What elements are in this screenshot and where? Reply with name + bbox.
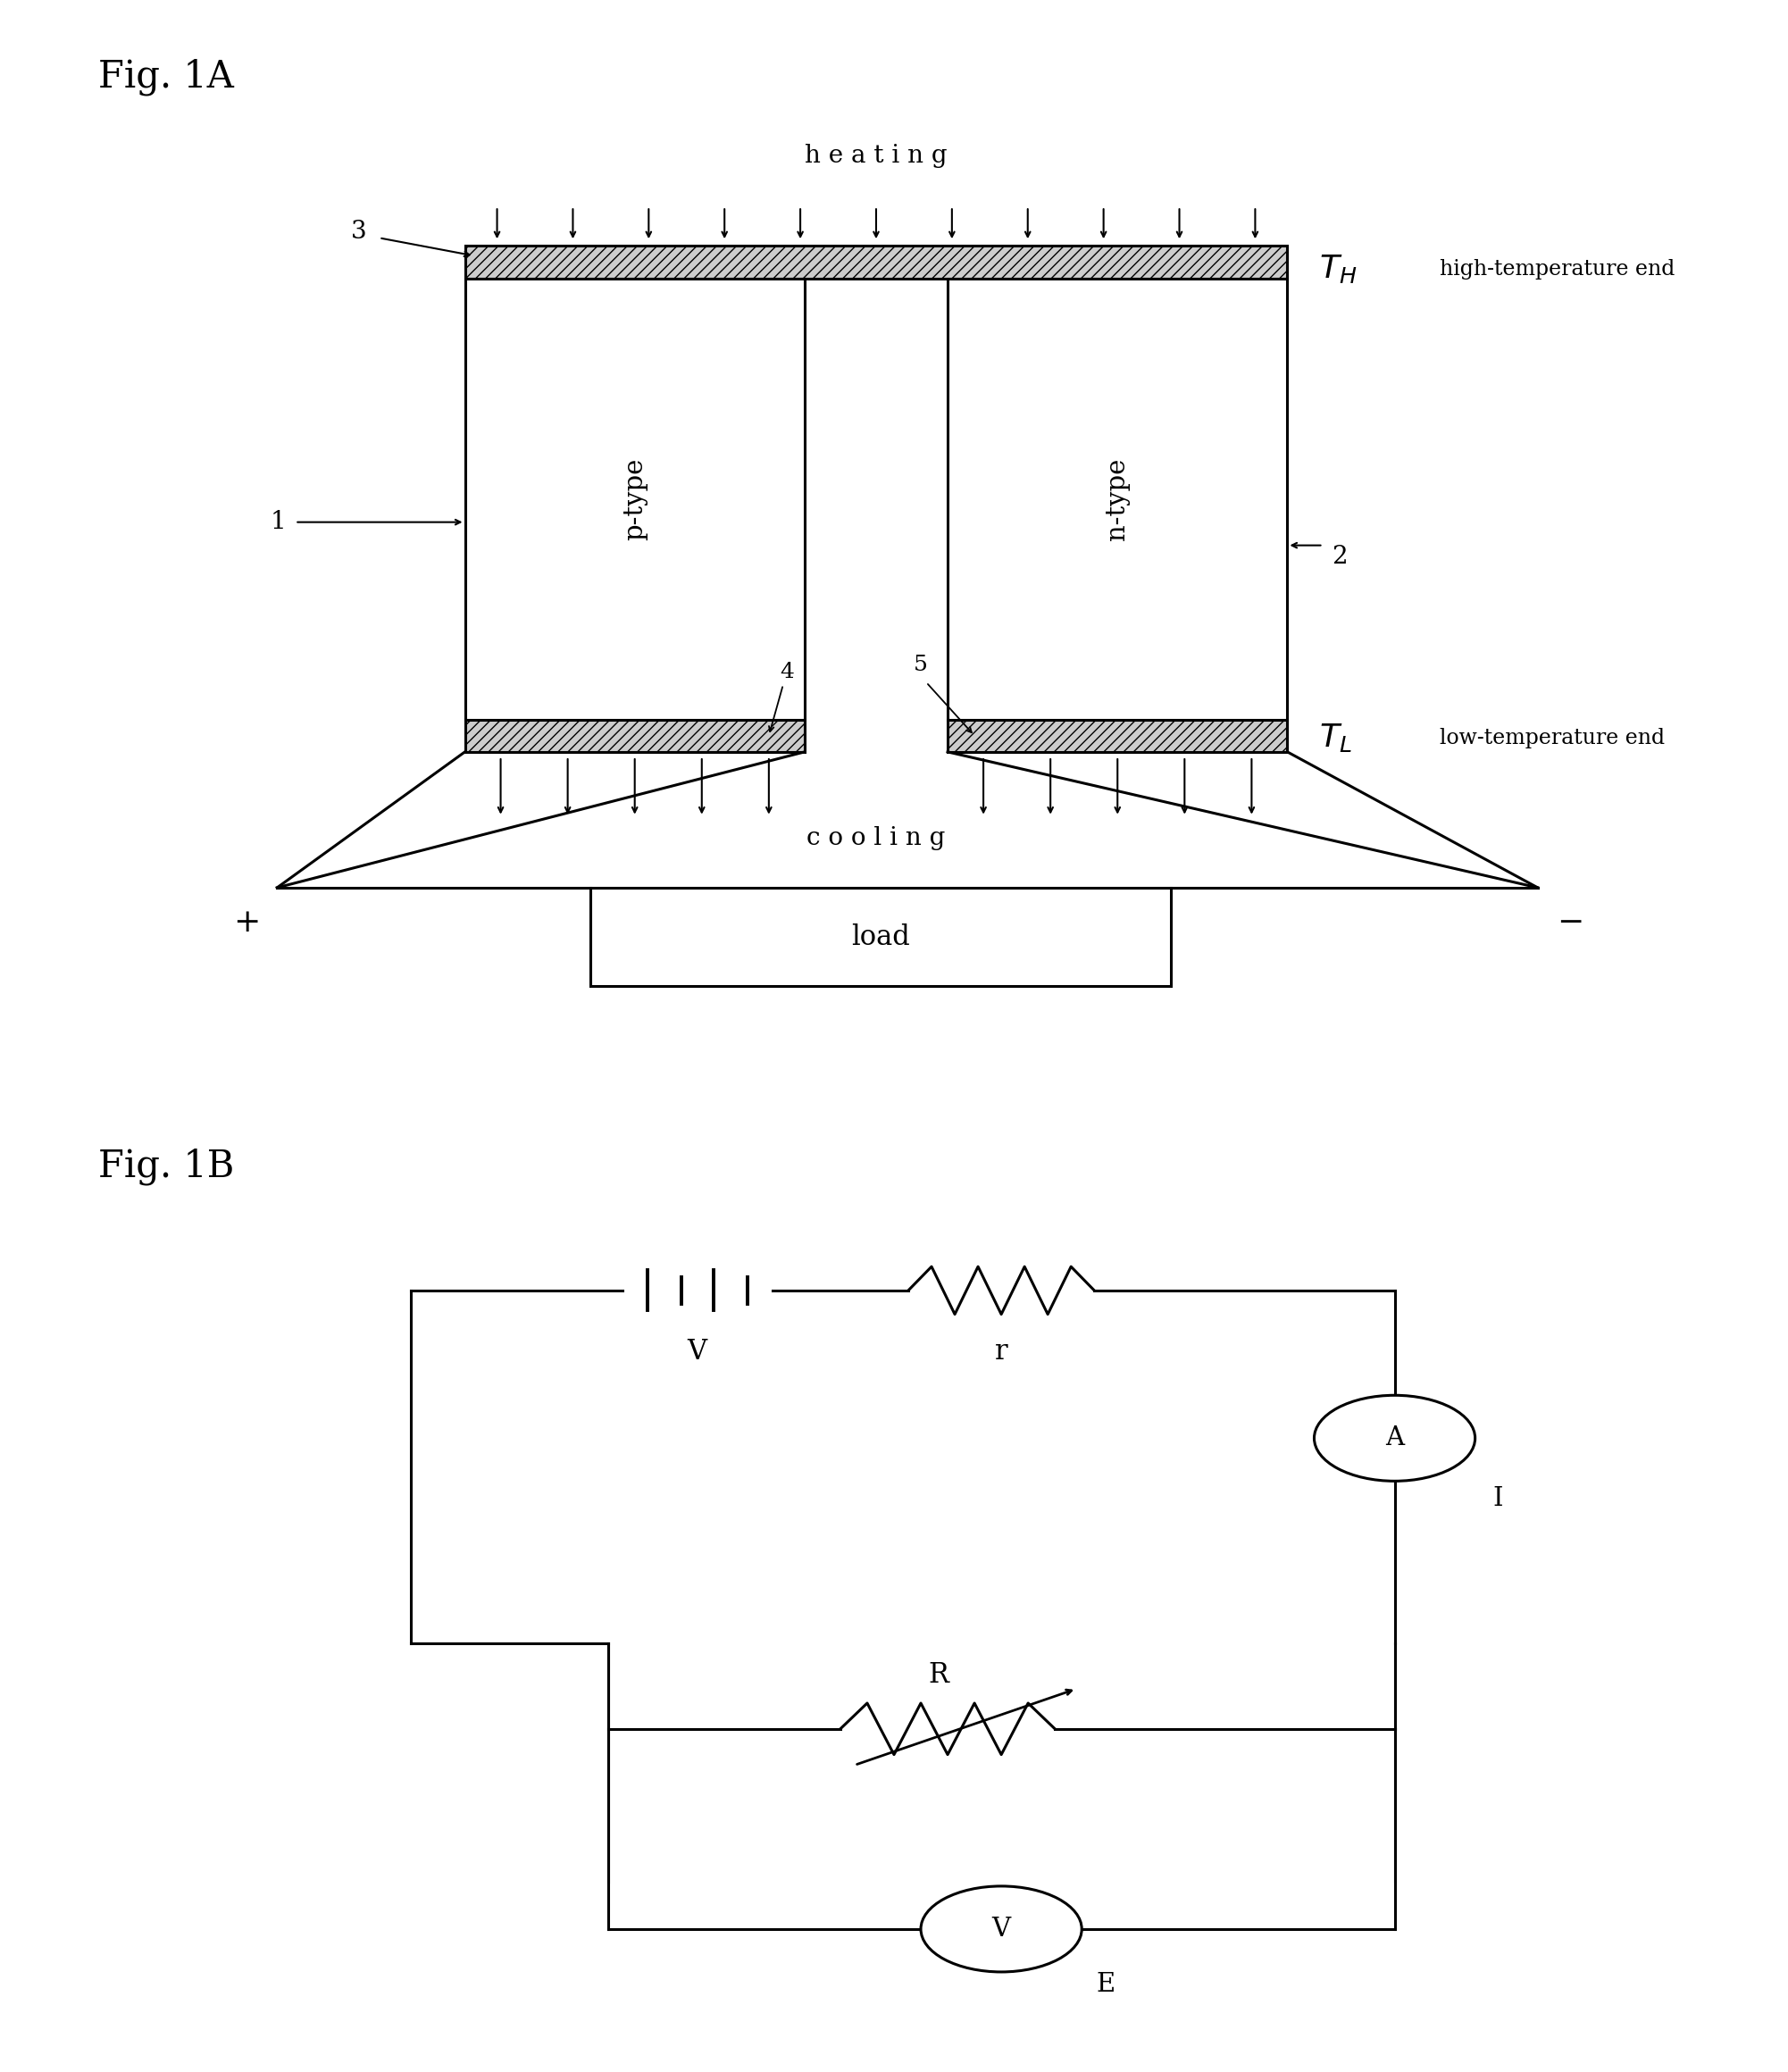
Text: c o o l i n g: c o o l i n g [806,827,946,850]
Bar [948,278,1287,719]
Bar [465,278,805,719]
Text: 1: 1 [270,510,286,535]
Text: Fig. 1B: Fig. 1B [98,1148,234,1185]
Bar [590,887,1171,986]
Text: p-type: p-type [622,458,647,541]
Text: +: + [232,908,261,939]
Text: −: − [1556,908,1584,939]
Text: E: E [1096,1973,1116,1997]
Text: h e a t i n g: h e a t i n g [805,145,948,168]
Text: R: R [928,1662,949,1689]
Text: A: A [1386,1426,1404,1450]
Text: high-temperature end: high-temperature end [1439,259,1675,280]
Text: V: V [687,1339,708,1365]
Bar [465,719,805,752]
Text: r: r [994,1339,1008,1365]
Bar [465,247,1287,278]
Circle shape [1314,1394,1475,1481]
Bar [948,719,1287,752]
Text: 5: 5 [914,655,928,675]
Text: n-type: n-type [1105,458,1130,541]
Text: $T_H$: $T_H$ [1320,253,1357,286]
Text: $T_L$: $T_L$ [1320,721,1352,754]
Text: 2: 2 [1332,545,1348,570]
Text: 4: 4 [780,661,794,682]
Text: V: V [992,1917,1010,1941]
Text: low-temperature end: low-temperature end [1439,727,1665,748]
Text: I: I [1493,1486,1504,1510]
Text: load: load [851,924,910,951]
Circle shape [921,1886,1082,1973]
Text: Fig. 1A: Fig. 1A [98,58,234,95]
Text: 3: 3 [350,220,367,244]
